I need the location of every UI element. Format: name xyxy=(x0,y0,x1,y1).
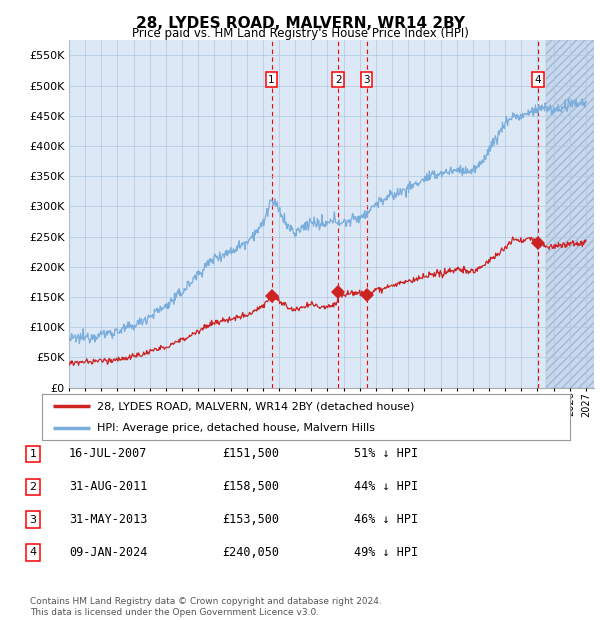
Text: 4: 4 xyxy=(29,547,37,557)
Text: 16-JUL-2007: 16-JUL-2007 xyxy=(69,448,148,460)
Text: 09-JAN-2024: 09-JAN-2024 xyxy=(69,546,148,559)
Text: £240,050: £240,050 xyxy=(222,546,279,559)
Text: 28, LYDES ROAD, MALVERN, WR14 2BY (detached house): 28, LYDES ROAD, MALVERN, WR14 2BY (detac… xyxy=(97,401,415,411)
Text: 28, LYDES ROAD, MALVERN, WR14 2BY: 28, LYDES ROAD, MALVERN, WR14 2BY xyxy=(136,16,464,30)
Text: 3: 3 xyxy=(29,515,37,525)
Text: 51% ↓ HPI: 51% ↓ HPI xyxy=(354,448,418,460)
Text: 2: 2 xyxy=(29,482,37,492)
Text: £153,500: £153,500 xyxy=(222,513,279,526)
Bar xyxy=(545,40,594,388)
Text: 31-AUG-2011: 31-AUG-2011 xyxy=(69,480,148,493)
Text: 3: 3 xyxy=(363,74,370,84)
Text: 46% ↓ HPI: 46% ↓ HPI xyxy=(354,513,418,526)
Text: Contains HM Land Registry data © Crown copyright and database right 2024.
This d: Contains HM Land Registry data © Crown c… xyxy=(30,598,382,617)
Text: 31-MAY-2013: 31-MAY-2013 xyxy=(69,513,148,526)
Text: £158,500: £158,500 xyxy=(222,480,279,493)
Text: 49% ↓ HPI: 49% ↓ HPI xyxy=(354,546,418,559)
Text: 4: 4 xyxy=(535,74,541,84)
Text: 1: 1 xyxy=(29,449,37,459)
Text: HPI: Average price, detached house, Malvern Hills: HPI: Average price, detached house, Malv… xyxy=(97,423,376,433)
Text: 1: 1 xyxy=(268,74,275,84)
Text: 44% ↓ HPI: 44% ↓ HPI xyxy=(354,480,418,493)
Text: Price paid vs. HM Land Registry's House Price Index (HPI): Price paid vs. HM Land Registry's House … xyxy=(131,27,469,40)
Text: £151,500: £151,500 xyxy=(222,448,279,460)
Text: 2: 2 xyxy=(335,74,341,84)
